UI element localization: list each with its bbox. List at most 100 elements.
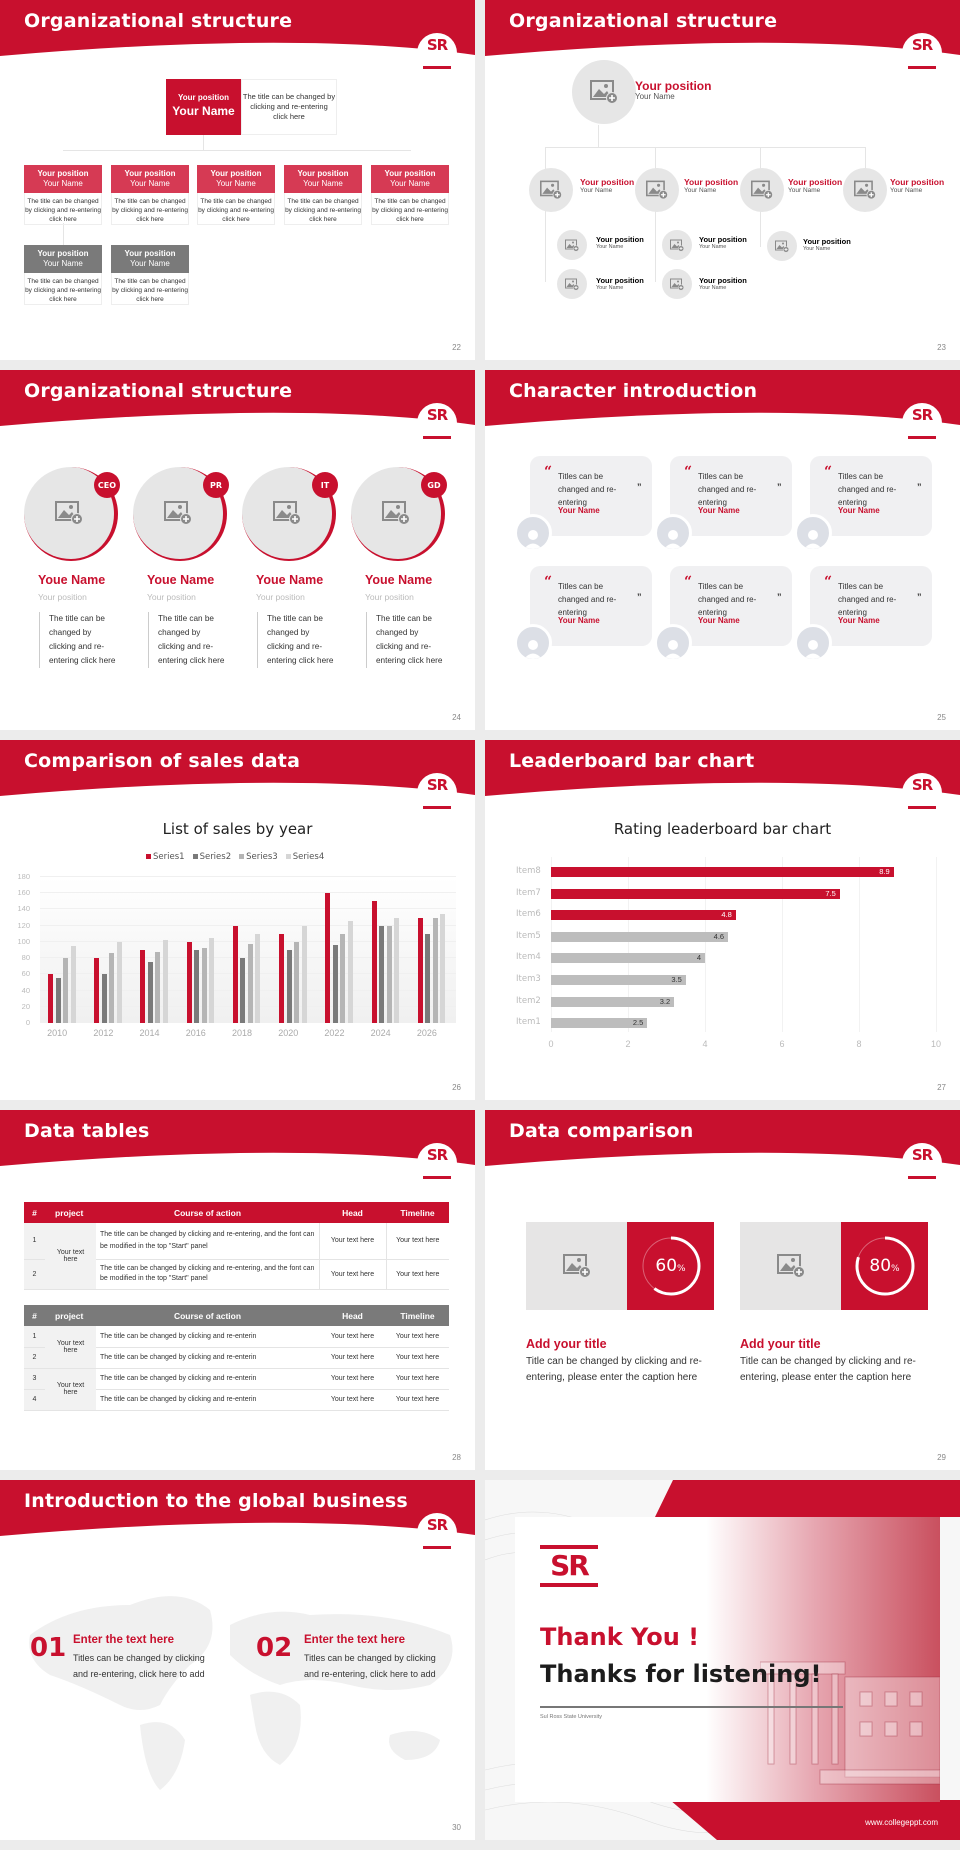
slide-22[interactable]: Your position Your Name The title can be… [0, 0, 475, 360]
sr-logo: SR [417, 773, 457, 809]
quote-card[interactable] [670, 456, 792, 536]
y-tick: 160 [17, 888, 30, 898]
org-box[interactable]: Your position Your Name The title can be c… [197, 165, 275, 225]
quote-card[interactable] [530, 566, 652, 646]
slide-23[interactable]: Your position Your Name Your position Your… [485, 0, 960, 360]
quote-card[interactable] [810, 566, 932, 646]
y-tick: 40 [21, 985, 30, 995]
page-number: 27 [937, 1083, 946, 1092]
add-image-icon [164, 501, 192, 525]
bar [147, 962, 153, 1023]
avatar [654, 624, 692, 662]
slide-31-thank-you[interactable]: SR Thank You ! Thanks for listening! Sul… [485, 1480, 960, 1840]
x-tick: 10 [930, 1039, 941, 1049]
bar [347, 920, 353, 1023]
org-top-box[interactable]: Your position Your Name [166, 79, 241, 135]
bar: 4.8 [551, 910, 736, 921]
add-image-icon [646, 180, 668, 200]
person-photo-placeholder[interactable] [351, 467, 445, 561]
slide-27[interactable]: Rating leaderboard bar chart 0 2 4 6 8 10 Item… [485, 740, 960, 1100]
category-label: Item3 [516, 974, 541, 984]
bar [379, 925, 385, 1023]
x-tick: 2020 [278, 1028, 299, 1038]
sr-logo: SR [902, 403, 942, 439]
sr-logo: SR [902, 33, 942, 69]
page-number: 26 [452, 1083, 461, 1092]
image-placeholder[interactable] [557, 230, 587, 260]
person-photo-placeholder[interactable] [24, 467, 118, 561]
quote-card[interactable] [670, 566, 792, 646]
category-label: Item7 [516, 887, 541, 898]
header-wave [0, 370, 475, 426]
slide-26[interactable]: List of sales by year Series1 Series2 Seri… [0, 740, 475, 1100]
quote-text: Titles can be changed and re-entering [698, 472, 757, 507]
slide-title: Data comparison [509, 1120, 694, 1142]
add-image-icon [670, 239, 684, 251]
slide-29[interactable]: 60% 80% Add your title Title can be chan… [485, 1110, 960, 1470]
legend-item: Series1 [146, 852, 185, 862]
slide-24[interactable]: CEO Youe Name Your position The title ca… [0, 370, 475, 730]
add-image-icon [590, 80, 618, 104]
thank-you-heading: Thank You ! [540, 1623, 700, 1651]
slide-30[interactable]: 01 Enter the text here Titles can be cha… [0, 1480, 475, 1840]
slide-28[interactable]: # project Course of action Head Timeline 1 Yo… [0, 1110, 475, 1470]
slide-25[interactable]: “ Titles can be changed and re-entering … [485, 370, 960, 730]
bar [155, 951, 161, 1023]
slide-header: Organizational structure [485, 0, 960, 60]
category-label: Item2 [516, 995, 541, 1006]
org-box[interactable]: Your position Your Name The title can be c… [24, 165, 102, 225]
quote-author: Your Name [558, 506, 600, 515]
chart-legend: Series1 Series2 Series3 Series4 [146, 852, 324, 862]
org-box[interactable]: Your position Your Name The title can be c… [111, 165, 189, 225]
bar [371, 901, 377, 1023]
close-quote-icon: ” [637, 592, 642, 602]
open-quote-icon: “ [684, 464, 693, 480]
bar [55, 978, 61, 1023]
close-quote-icon: ” [777, 592, 782, 602]
image-placeholder[interactable] [662, 269, 692, 299]
image-placeholder[interactable] [572, 60, 636, 124]
quote-card[interactable] [810, 456, 932, 536]
image-placeholder[interactable] [635, 168, 679, 212]
image-placeholder[interactable] [529, 168, 573, 212]
image-placeholder[interactable] [740, 168, 784, 212]
bar [294, 941, 300, 1023]
page-number: 30 [452, 1823, 461, 1832]
slide-header: Character introduction [485, 370, 960, 430]
add-image-icon [565, 278, 579, 290]
quote-card[interactable] [530, 456, 652, 536]
header-wave [485, 0, 960, 56]
org-box[interactable]: Your position Your Name The title can be c… [284, 165, 362, 225]
person-position: Your position [256, 592, 305, 602]
image-placeholder[interactable] [557, 269, 587, 299]
role-badge: CEO [94, 472, 120, 498]
open-quote-icon: “ [824, 574, 833, 590]
sr-logo: SR [417, 1513, 457, 1549]
item-desc: Title can be changed by clicking and re-… [526, 1356, 702, 1383]
person-name: Youe Name [365, 573, 433, 587]
header-wave [0, 740, 475, 796]
slide-header: Organizational structure [0, 370, 475, 430]
person-description: The title can be changed by clicking and… [257, 612, 337, 668]
chart-title: List of sales by year [162, 820, 313, 838]
close-quote-icon: ” [777, 482, 782, 492]
image-placeholder[interactable] [740, 1222, 841, 1310]
person-description: The title can be changed by clicking and… [148, 612, 228, 668]
image-placeholder[interactable] [526, 1222, 627, 1310]
y-tick: 80 [21, 953, 30, 963]
progress-box: 80% [841, 1222, 928, 1310]
org-box-gray[interactable]: Your position Your Name The title can be c… [24, 245, 102, 305]
bar: 7.5 [551, 888, 840, 899]
org-box-gray[interactable]: Your position Your Name The title can be c… [111, 245, 189, 305]
legend-item: Series2 [192, 852, 231, 862]
add-image-icon [273, 501, 301, 525]
quote-author: Your Name [698, 506, 740, 515]
website-link[interactable]: www.collegeppt.com [865, 1818, 938, 1827]
header-wave [485, 740, 960, 796]
org-box[interactable]: Your position Your Name The title can be c… [371, 165, 449, 225]
image-placeholder[interactable] [662, 230, 692, 260]
image-placeholder[interactable] [843, 168, 887, 212]
close-quote-icon: ” [917, 592, 922, 602]
user-icon [524, 640, 542, 659]
image-placeholder[interactable] [767, 231, 797, 261]
